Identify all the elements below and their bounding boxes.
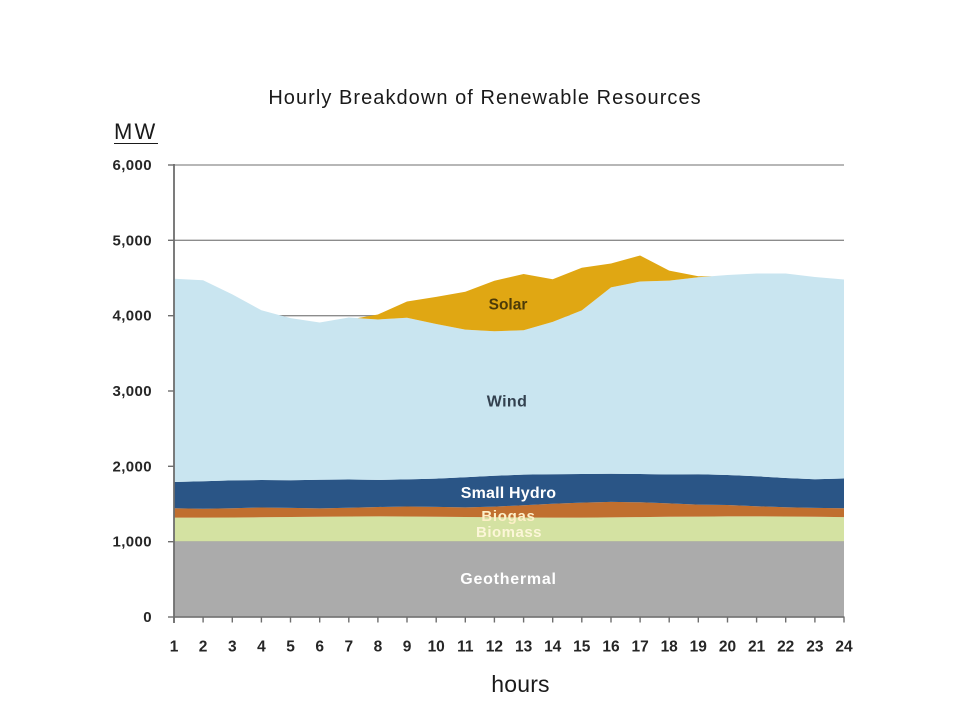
svg-text:6,000: 6,000 [112, 157, 152, 174]
svg-text:17: 17 [631, 639, 648, 656]
svg-text:22: 22 [777, 639, 794, 656]
svg-text:Biogas: Biogas [481, 508, 535, 525]
svg-text:19: 19 [690, 639, 708, 656]
svg-text:3,000: 3,000 [112, 383, 152, 400]
svg-text:1: 1 [170, 639, 179, 656]
svg-text:15: 15 [573, 639, 591, 656]
svg-text:14: 14 [544, 639, 562, 656]
svg-text:4: 4 [257, 639, 266, 656]
svg-text:6: 6 [315, 639, 324, 656]
svg-text:2: 2 [199, 639, 208, 656]
svg-text:Solar: Solar [489, 297, 528, 314]
svg-text:9: 9 [403, 639, 412, 656]
svg-text:11: 11 [457, 639, 474, 656]
svg-text:Wind: Wind [487, 394, 528, 411]
svg-text:12: 12 [486, 639, 503, 656]
svg-text:0: 0 [143, 609, 152, 626]
svg-text:1,000: 1,000 [112, 534, 152, 551]
svg-text:10: 10 [428, 639, 445, 656]
svg-text:Geothermal: Geothermal [460, 571, 556, 588]
svg-text:5,000: 5,000 [112, 232, 152, 249]
svg-text:5: 5 [286, 639, 295, 656]
svg-text:3: 3 [228, 639, 237, 656]
svg-text:24: 24 [835, 639, 853, 656]
svg-text:16: 16 [602, 639, 620, 656]
svg-text:Small Hydro: Small Hydro [461, 485, 557, 502]
svg-text:Biomass: Biomass [476, 524, 542, 541]
svg-text:21: 21 [748, 639, 766, 656]
svg-text:18: 18 [661, 639, 679, 656]
svg-text:13: 13 [515, 639, 533, 656]
svg-text:8: 8 [374, 639, 383, 656]
svg-text:2,000: 2,000 [112, 458, 152, 475]
svg-text:7: 7 [344, 639, 353, 656]
svg-text:23: 23 [806, 639, 824, 656]
svg-text:4,000: 4,000 [112, 308, 152, 325]
svg-text:20: 20 [719, 639, 736, 656]
